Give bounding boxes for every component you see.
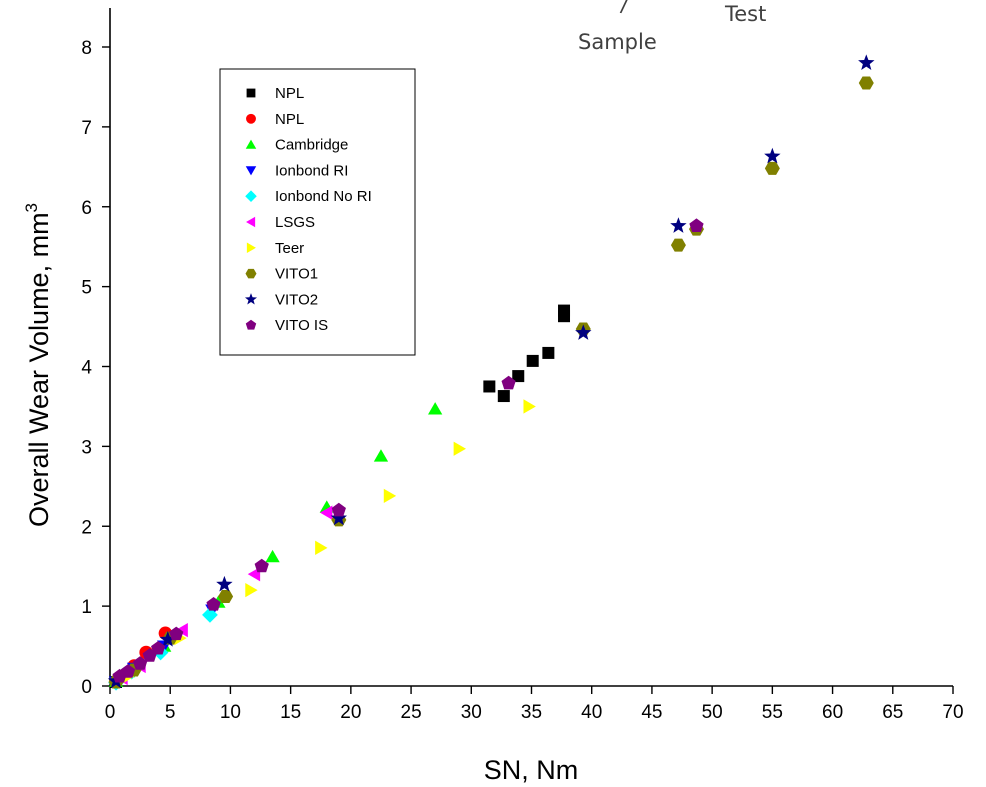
legend-label: NPL	[275, 85, 304, 102]
annotation-sample: Sample	[578, 30, 657, 54]
data-point	[132, 656, 148, 670]
data-point	[764, 147, 781, 164]
data-point	[497, 390, 510, 403]
x-tick-label: 0	[105, 702, 116, 723]
legend-box	[219, 68, 416, 356]
x-tick-label: 65	[882, 702, 903, 723]
legend-marker	[245, 268, 257, 279]
data-point	[202, 607, 218, 623]
data-point	[383, 488, 397, 504]
data-point	[670, 238, 686, 252]
data-point	[858, 76, 874, 90]
y-axis-title: Overall Wear Volume, mm3	[22, 203, 54, 527]
data-point	[151, 640, 166, 655]
legend-marker	[244, 293, 258, 305]
legend-marker	[245, 319, 257, 330]
y-tick-label: 8	[81, 38, 92, 59]
x-ticks: 0 5 10 15 20 25 30 35 40 45 50 55 60 65 70	[105, 686, 964, 723]
legend-marker	[245, 139, 257, 149]
legend-label: Cambridge	[275, 137, 348, 154]
x-tick-label: 60	[822, 702, 843, 723]
data-point	[330, 509, 348, 526]
annotations: / Sample Test	[578, 0, 766, 54]
legend-label: VITO1	[275, 266, 318, 283]
x-tick-label: 5	[165, 702, 176, 723]
y-tick-label: 7	[81, 118, 92, 139]
legend-label: Teer	[275, 240, 304, 257]
data-point	[216, 575, 233, 592]
legend-marker	[246, 113, 256, 124]
legend-marker	[245, 166, 257, 176]
series-9	[112, 218, 704, 683]
data-point	[175, 622, 188, 638]
x-tick-label: 30	[461, 702, 482, 723]
y-tick-label: 6	[81, 198, 92, 219]
data-point	[315, 540, 328, 555]
annotation-test: Test	[724, 2, 766, 26]
x-tick-label: 55	[762, 702, 783, 723]
data-point	[254, 558, 269, 573]
data-point	[575, 324, 592, 340]
data-point	[542, 346, 555, 359]
data-point	[320, 505, 333, 520]
x-axis-title: SN, Nm	[484, 755, 579, 785]
x-tick-label: 50	[702, 702, 723, 723]
data-point	[159, 631, 177, 647]
y-tick-label: 4	[81, 358, 92, 379]
x-tick-label: 40	[581, 702, 602, 723]
legend-label: VITO2	[275, 291, 318, 308]
data-point	[689, 218, 704, 232]
x-tick-label: 25	[401, 702, 422, 723]
legend-marker	[246, 216, 256, 228]
data-point	[523, 399, 536, 414]
legend-marker	[246, 242, 256, 254]
x-tick-label: 35	[521, 702, 542, 723]
data-point	[265, 549, 280, 563]
data-point	[120, 664, 136, 678]
y-tick-label: 1	[81, 597, 92, 618]
y-tick-label: 5	[81, 278, 92, 299]
data-point	[453, 441, 466, 456]
legend-marker	[245, 190, 257, 202]
y-ticks: 0 1 2 3 4 5 6 7 8	[81, 38, 110, 698]
y-axis-title-sup: 3	[22, 203, 41, 212]
data-point	[373, 449, 389, 462]
legend-label: VITO IS	[275, 317, 328, 334]
x-tick-label: 20	[340, 702, 361, 723]
data-point	[764, 161, 780, 175]
legend-label: Ionbond RI	[275, 162, 348, 179]
data-point	[206, 597, 221, 611]
legend-marker	[246, 88, 256, 98]
data-point	[558, 304, 571, 317]
series-6	[122, 399, 536, 684]
y-tick-label: 2	[81, 517, 92, 538]
x-tick-label: 70	[942, 702, 963, 723]
y-tick-label: 3	[81, 437, 92, 458]
legend: NPL NPL Cambridge Ionbond RI Ionbond No RI LS…	[219, 68, 416, 356]
data-point	[501, 375, 516, 390]
data-point	[483, 380, 496, 393]
data-point	[428, 402, 443, 415]
legend-label: LSGS	[275, 214, 315, 231]
y-axis-title-main: Overall Wear Volume, mm	[24, 212, 54, 527]
data-point	[245, 583, 258, 598]
data-point	[858, 54, 875, 70]
x-tick-label: 15	[280, 702, 301, 723]
y-tick-label: 0	[81, 677, 92, 698]
x-tick-label: 10	[220, 702, 241, 723]
data-points	[107, 54, 875, 691]
data-point	[670, 217, 687, 233]
annotation-slash: /	[619, 0, 630, 17]
legend-label: NPL	[275, 111, 304, 128]
data-point	[218, 590, 234, 604]
data-point	[512, 370, 525, 383]
data-point	[169, 626, 184, 641]
legend-label: Ionbond No RI	[275, 188, 372, 205]
data-point	[526, 354, 539, 367]
x-tick-label: 45	[641, 702, 662, 723]
data-point	[331, 502, 346, 517]
